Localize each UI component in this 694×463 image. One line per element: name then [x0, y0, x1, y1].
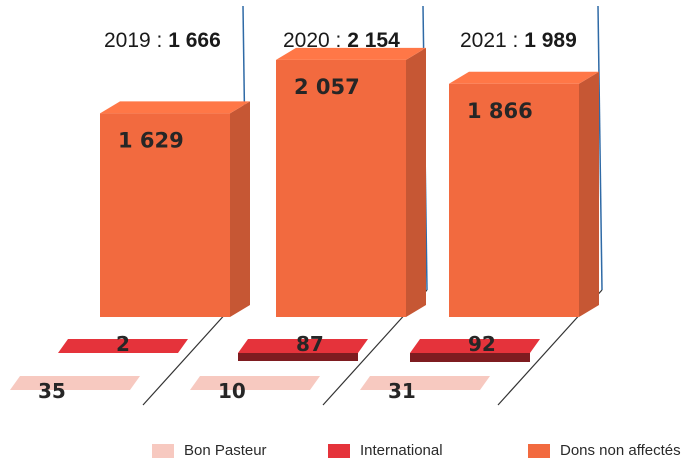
slab-0-2021	[410, 339, 540, 353]
bar-label-dons-2019: 1 629	[118, 128, 184, 152]
bar-dons-2021	[449, 83, 579, 317]
legend-label-bon-pasteur: Bon Pasteur	[184, 442, 267, 459]
slab-label-0-2020: 87	[296, 332, 324, 356]
year-total-value: 2 154	[347, 29, 400, 52]
bar-side-dons-2021	[579, 71, 599, 317]
slab-0-2020	[238, 339, 368, 353]
slab-label-0-2021: 92	[468, 332, 496, 356]
bar-top-dons-2019	[100, 101, 250, 114]
legend-label-international: International	[360, 442, 443, 459]
year-total-2019: 2019 : 1 666	[104, 29, 221, 52]
year-total-label: 2020 :	[283, 29, 347, 52]
slab-label-1-2020: 10	[218, 379, 246, 403]
slab-front-0-2021	[410, 353, 530, 362]
bar-label-dons-2021: 1 866	[467, 99, 533, 123]
bar-side-dons-2019	[230, 101, 250, 317]
bar-chart-3d: 2019 : 1 666 2020 : 2 154 2021 : 1 989 1 6…	[10, 5, 603, 406]
bar-side-dons-2020	[406, 47, 426, 317]
slab-1-2019	[10, 376, 140, 390]
legend-item-international: International	[328, 442, 443, 459]
slab-front-0-2020	[238, 353, 358, 361]
legend-item-dons-non-affectes: Dons non affectés	[528, 442, 681, 459]
legend-swatch-bon-pasteur	[152, 443, 174, 458]
year-total-label: 2021 :	[460, 29, 524, 52]
slab-label-1-2019: 35	[38, 379, 66, 403]
legend-label-dons-non-affectes: Dons non affectés	[560, 442, 681, 459]
legend-swatch-international	[328, 443, 350, 458]
bar-dons-2019	[100, 113, 230, 317]
bar-dons-2020	[276, 59, 406, 317]
bar-label-dons-2020: 2 057	[294, 75, 360, 99]
legend-swatch-dons-non-affectes	[528, 443, 550, 458]
slab-1-2021	[360, 376, 490, 390]
legend: Bon Pasteur International Dons non affec…	[0, 442, 694, 462]
slab-label-1-2021: 31	[388, 379, 416, 403]
year-total-value: 1 666	[168, 29, 221, 52]
column-divider-top-2	[597, 5, 603, 291]
year-total-2020: 2020 : 2 154	[283, 29, 400, 52]
bars: 1 629 2 057 1 866 2 87 92 35 10 31	[10, 47, 599, 403]
bar-top-dons-2020	[276, 47, 426, 60]
year-total-label: 2019 :	[104, 29, 168, 52]
slab-0-2019	[58, 339, 188, 353]
slab-label-0-2019: 2	[116, 332, 130, 356]
year-total-2021: 2021 : 1 989	[460, 29, 577, 52]
bar-top-dons-2021	[449, 71, 599, 84]
slab-1-2020	[190, 376, 320, 390]
year-totals: 2019 : 1 666 2020 : 2 154 2021 : 1 989	[104, 29, 577, 52]
legend-item-bon-pasteur: Bon Pasteur	[152, 442, 267, 459]
year-total-value: 1 989	[524, 29, 577, 52]
